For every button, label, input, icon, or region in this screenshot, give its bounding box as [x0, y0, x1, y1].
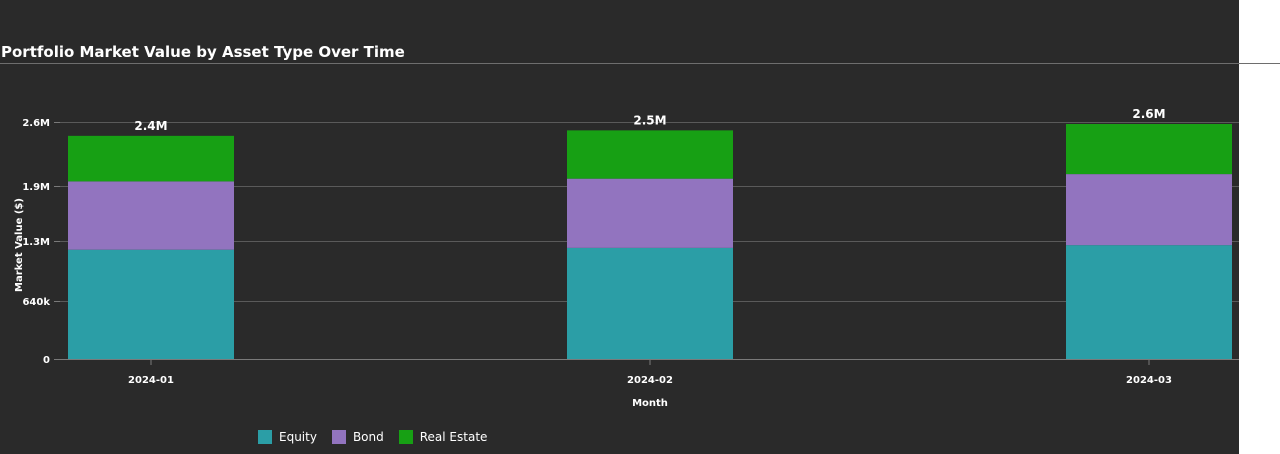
- chart-title: Portfolio Market Value by Asset Type Ove…: [1, 43, 405, 61]
- y-axis-title: Market Value ($): [14, 198, 25, 292]
- x-tick-label: 2024-01: [128, 375, 174, 386]
- legend-item[interactable]: Real Estate: [398, 430, 488, 444]
- title-divider: [0, 63, 1280, 64]
- legend-label: Equity: [279, 430, 317, 444]
- bar-segment: [1066, 174, 1232, 246]
- total-labels: 2.4M 2.5M 2.6M: [134, 107, 1165, 133]
- legend-item[interactable]: Equity: [258, 430, 317, 444]
- bar-segment: [1066, 124, 1232, 175]
- x-axis-title: Month: [632, 398, 668, 409]
- y-tick-label: 2.6M: [22, 118, 50, 129]
- x-tick-label: 2024-02: [627, 375, 673, 386]
- legend-swatch: [398, 430, 413, 444]
- bar-segment: [68, 135, 234, 182]
- legend-swatch: [331, 430, 346, 444]
- legend-label: Real Estate: [419, 430, 488, 444]
- bars: [68, 124, 1232, 359]
- bar-segment: [68, 181, 234, 250]
- bar-segment: [567, 178, 733, 248]
- bar-segment: [567, 130, 733, 179]
- y-axis-ticks: 0 640k 1.3M 1.9M 2.6M: [22, 118, 50, 366]
- bar-total-label: 2.6M: [1132, 107, 1165, 121]
- x-axis-ticks: 2024-01 2024-02 2024-03: [128, 359, 1172, 386]
- bar-segment: [68, 249, 234, 359]
- legend: Equity Bond Real Estate: [258, 430, 502, 444]
- y-tick-label: 640k: [22, 297, 50, 308]
- bar-total-label: 2.5M: [633, 113, 666, 127]
- bar-segment: [567, 247, 733, 359]
- y-tick-label: 0: [43, 355, 50, 366]
- y-tick-label: 1.9M: [22, 182, 50, 193]
- legend-item[interactable]: Bond: [331, 430, 384, 444]
- x-tick-label: 2024-03: [1126, 375, 1172, 386]
- bar-segment: [1066, 245, 1232, 359]
- y-tick-label: 1.3M: [22, 237, 50, 248]
- bar-total-label: 2.4M: [134, 119, 167, 133]
- legend-label: Bond: [352, 430, 384, 444]
- legend-swatch: [258, 430, 272, 444]
